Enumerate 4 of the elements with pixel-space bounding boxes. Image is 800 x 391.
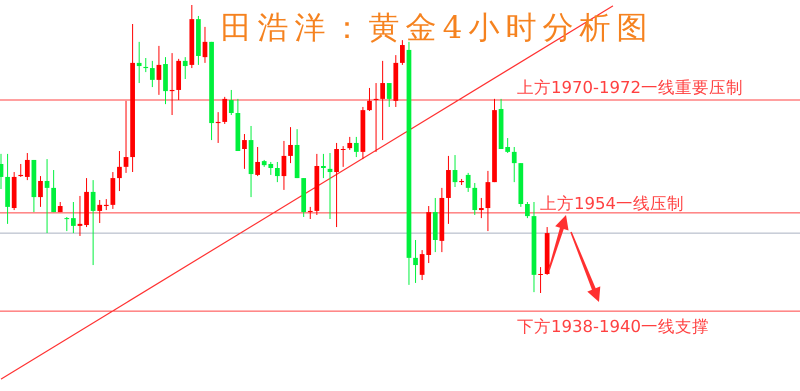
ref-line-label: 上方1970-1972一线重要压制 bbox=[517, 78, 743, 98]
ref-line-label: 上方1954一线压制 bbox=[540, 194, 684, 213]
chart-title: 田浩洋：黄金4小时分析图 bbox=[220, 10, 654, 46]
ref-line-label: 下方1938-1940一线支撑 bbox=[517, 317, 709, 336]
